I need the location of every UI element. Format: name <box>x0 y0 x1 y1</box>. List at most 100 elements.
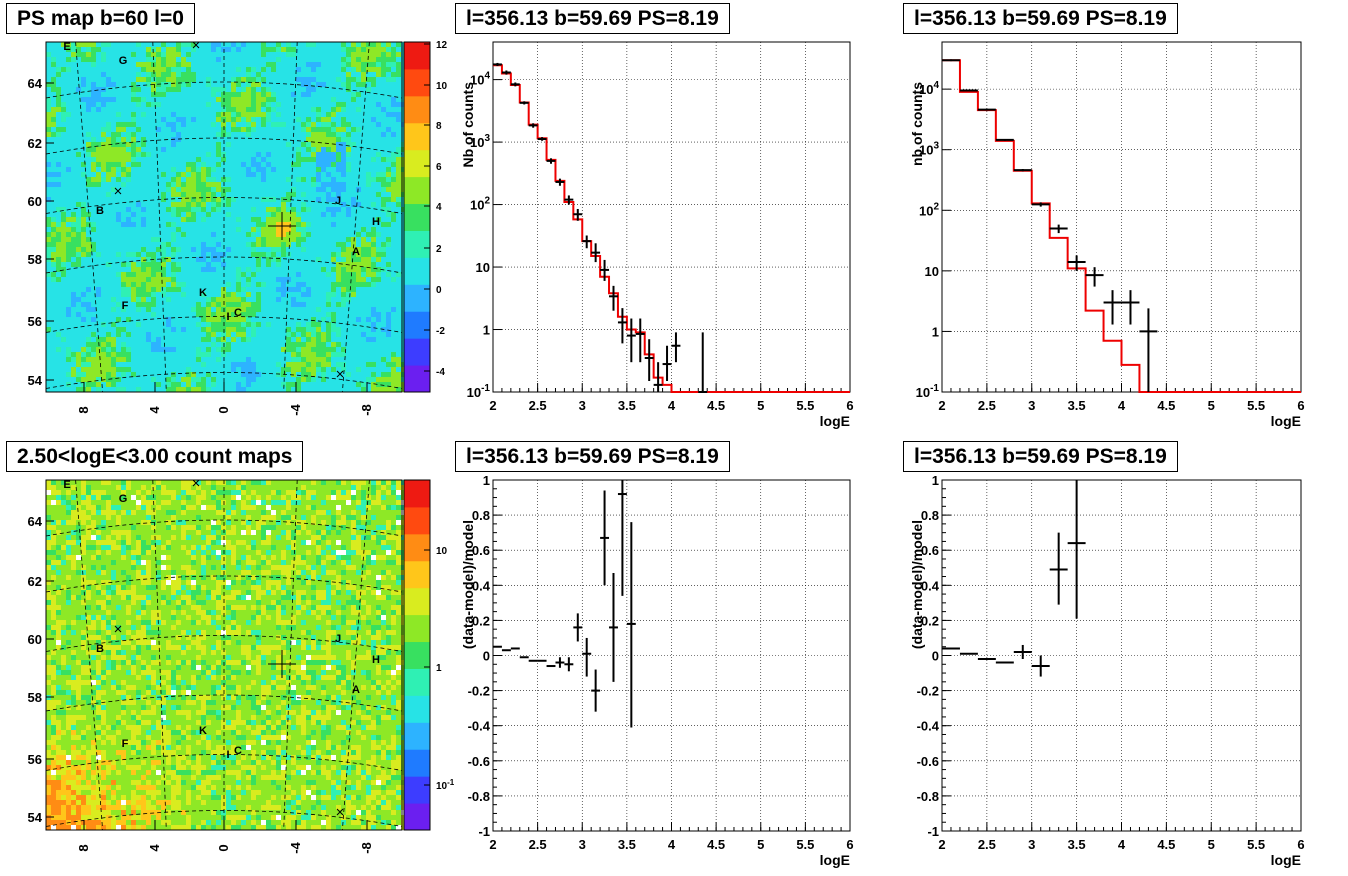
colorbar-tick-label-top: -4 <box>436 367 445 378</box>
source-label-h: H <box>372 216 380 228</box>
heatmap-cells-bottom <box>46 480 406 830</box>
x-tick-label-top-right: 6 <box>1297 398 1304 413</box>
colorbar-segment-bottom <box>404 749 430 777</box>
source-label-b: B <box>96 643 104 655</box>
x-axis-label-bottom-mid: logE <box>820 852 850 868</box>
x-tick-label-top-right: 5.5 <box>1247 398 1265 413</box>
x-tick-label-bottom-mid: 3 <box>579 837 586 852</box>
y-tick-label-top-right: 1 <box>932 324 939 339</box>
heatmap-ytick-label-bottom: 54 <box>28 810 43 825</box>
source-label-c: C <box>234 745 242 757</box>
colorbar-tick-label-bottom: 10 <box>436 546 448 557</box>
source-label-f: F <box>122 738 129 750</box>
colorbar-segment-top <box>404 95 430 124</box>
heatmap-ytick-label-bottom: 58 <box>28 690 42 705</box>
y-tick-label-bottom-mid: 0.4 <box>472 578 491 593</box>
y-tick-label-bottom-mid: 0.6 <box>472 543 490 558</box>
x-tick-label-bottom-mid: 4 <box>668 837 676 852</box>
colorbar-segment-bottom <box>404 695 430 723</box>
colorbar-segment-bottom <box>404 480 430 508</box>
colorbar-segment-bottom <box>404 506 430 535</box>
heatmap-ytick-label-top: 54 <box>28 373 43 388</box>
source-label-h: H <box>372 654 380 666</box>
x-tick-label-top-mid: 5 <box>757 398 764 413</box>
y-tick-label-bottom-right: -1 <box>927 824 939 839</box>
source-label-k: K <box>199 287 207 299</box>
colorbar-tick-label-top: 10 <box>436 81 448 92</box>
colorbar-frame-bottom <box>403 479 431 831</box>
heatmap-ytick-label-bottom: 56 <box>28 752 42 767</box>
heatmap-ytick-label-top: 58 <box>28 252 42 267</box>
x-tick-label-bottom-mid: 4.5 <box>707 837 725 852</box>
heatmap-ytick-label-bottom: 64 <box>28 514 43 529</box>
colorbar-segment-bottom <box>404 722 430 750</box>
source-label-e: E <box>63 41 70 53</box>
heatmap-xtick-label-top: -4 <box>288 403 303 415</box>
y-tick-label-bottom-mid: -1 <box>478 824 490 839</box>
colorbar-segment-top <box>404 257 430 285</box>
y-tick-label-top-mid: 10 <box>476 260 490 275</box>
heatmap-xtick-label-bottom: -4 <box>288 841 303 853</box>
x-tick-label-bottom-mid: 2.5 <box>529 837 547 852</box>
colorbar-tick-label-bottom: 1 <box>436 663 442 674</box>
y-tick-label-bottom-mid: -0.4 <box>468 719 491 734</box>
y-tick-label-top-right: 10 <box>925 264 939 279</box>
y-tick-label-top-right: 102 <box>919 201 939 218</box>
residual-bottom-mid-title: l=356.13 b=59.69 PS=8.19 <box>455 441 730 472</box>
y-tick-label-bottom-right: 0.8 <box>921 508 939 523</box>
x-tick-label-bottom-right: 3.5 <box>1068 837 1086 852</box>
y-tick-label-bottom-mid: -0.2 <box>468 684 490 699</box>
heatmap-xtick-label-bottom: 4 <box>147 844 162 852</box>
colorbar-tick-label-top: -2 <box>436 326 445 337</box>
heatmap-ytick-label-top: 64 <box>28 76 43 91</box>
cross-marker-top <box>114 41 344 378</box>
colorbar-segment-bottom <box>404 668 430 696</box>
x-tick-label-top-right: 5 <box>1208 398 1215 413</box>
x-tick-label-bottom-right: 2 <box>938 837 945 852</box>
y-axis-label-bottom-right: (data-model)/model <box>909 520 925 649</box>
source-label-b: B <box>96 205 104 217</box>
x-tick-label-top-right: 3 <box>1028 398 1035 413</box>
map-bottom-title: 2.50<logE<3.00 count maps <box>6 441 304 472</box>
heatmap-graticule-bottom <box>45 479 403 831</box>
x-tick-label-top-mid: 4 <box>668 398 676 413</box>
colorbar-tick-label-top: 8 <box>436 121 442 132</box>
y-tick-label-bottom-right: -0.4 <box>917 719 940 734</box>
source-label-g: G <box>119 55 128 67</box>
heatmap-xtick-label-top: 0 <box>216 406 231 413</box>
gridlines-top-right <box>941 42 1302 393</box>
y-axis-label-top-mid: Nb of counts <box>460 82 476 168</box>
x-tick-label-top-right: 3.5 <box>1068 398 1086 413</box>
y-tick-label-top-mid: 10-1 <box>467 383 491 400</box>
heatmap-ytick-label-top: 56 <box>28 314 42 329</box>
y-tick-label-top-mid: 104 <box>470 71 490 88</box>
source-label-e: E <box>63 479 70 491</box>
heatmap-xtick-label-bottom: 0 <box>216 844 231 851</box>
y-axis-label-top-right: nb of counts <box>909 82 925 166</box>
y-tick-label-bottom-right: 0.6 <box>921 543 939 558</box>
y-tick-label-bottom-right: -0.8 <box>917 789 939 804</box>
colorbar-tick-label-bottom: 10-1 <box>436 778 455 792</box>
x-axis-label-bottom-right: logE <box>1271 852 1301 868</box>
colorbar-segment-top <box>404 311 430 339</box>
y-tick-label-top-mid: 103 <box>470 133 490 150</box>
x-tick-label-top-mid: 3 <box>579 398 586 413</box>
colorbar-segment-bottom <box>404 533 430 562</box>
x-tick-label-bottom-mid: 3.5 <box>618 837 636 852</box>
colorbar-tick-label-top: 6 <box>436 162 442 173</box>
y-tick-label-bottom-right: 0.2 <box>921 613 939 628</box>
residual-bottom-right-title: l=356.13 b=59.69 PS=8.19 <box>903 441 1178 472</box>
target-marker-top <box>268 212 296 240</box>
x-tick-label-bottom-right: 2.5 <box>978 837 996 852</box>
y-tick-label-bottom-mid: 0.8 <box>472 508 490 523</box>
colorbar-segment-top <box>404 203 430 231</box>
x-tick-label-top-right: 2 <box>938 398 945 413</box>
colorbar-segment-bottom <box>404 614 430 643</box>
y-tick-label-top-mid: 102 <box>470 196 490 213</box>
y-tick-label-bottom-mid: 0 <box>483 649 490 664</box>
x-tick-label-top-mid: 6 <box>846 398 853 413</box>
heatmap-ytick-label-top: 62 <box>28 136 42 151</box>
y-axis-label-bottom-mid: (data-model)/model <box>460 520 476 649</box>
colorbar-segment-top <box>404 365 430 393</box>
